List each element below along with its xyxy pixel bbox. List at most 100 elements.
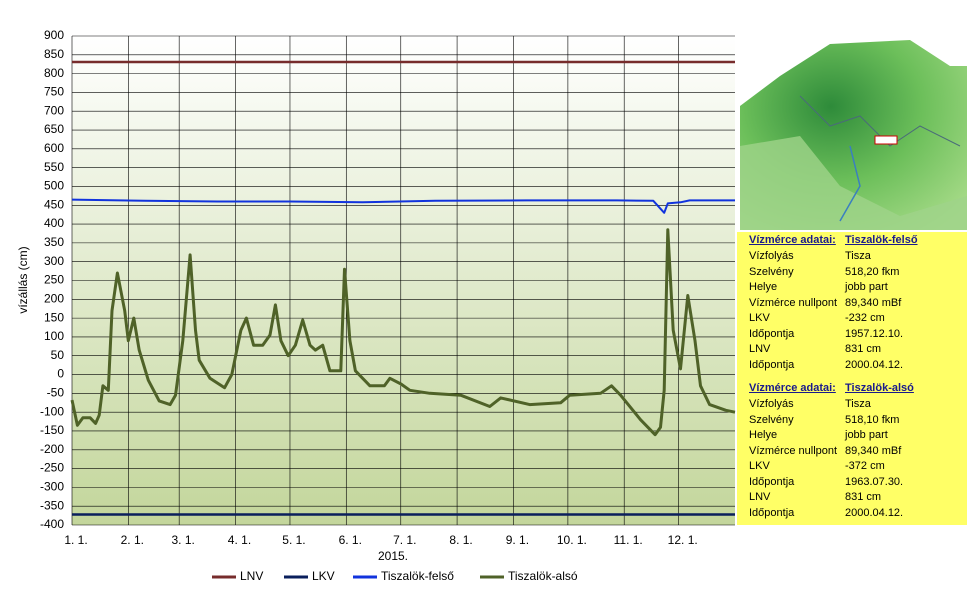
info-row: Vízfolyás Tisza <box>749 250 964 265</box>
x-tick-label: 10. 1. <box>557 533 587 547</box>
info-text: Helye <box>749 429 778 441</box>
y-tick-label: -350 <box>40 498 64 512</box>
info-text: 2000.04.12. <box>845 358 904 371</box>
info-text: Vízfolyás <box>749 250 794 262</box>
info-row: Időpontja 2000.04.12. <box>749 359 964 374</box>
y-tick-label: -200 <box>40 442 64 456</box>
info-text: Vízmérce adatai: <box>749 382 836 394</box>
info-text: Vízmérce nullpont <box>749 296 838 309</box>
info-row: LKV -372 cm <box>749 460 964 475</box>
info-text: Vízmérce nullpont <box>749 444 838 457</box>
x-tick-label: 12. 1. <box>668 533 698 547</box>
info-row: Helye jobb part <box>749 281 964 296</box>
y-tick-label: 200 <box>44 291 64 305</box>
info-row: Időpontja 2000.04.12. <box>749 507 964 522</box>
info-row: LNV 831 cm <box>749 343 964 358</box>
y-tick-label: 400 <box>44 216 64 230</box>
y-tick-label: 850 <box>44 47 64 61</box>
info-text: Tisza <box>845 398 871 410</box>
x-tick-label: 7. 1. <box>393 533 416 547</box>
x-tick-label: 4. 1. <box>228 533 251 547</box>
info-text: 2000.04.12. <box>845 506 904 519</box>
info-text: 518,20 fkm <box>845 265 900 278</box>
series-line <box>70 228 736 437</box>
info-text: Szelvény <box>749 265 794 278</box>
info-row: Vízmérce adatai: Tiszalök-felső <box>749 234 964 249</box>
info-row: Vízmérce adatai: Tiszalök-alsó <box>749 382 964 397</box>
x-axis-label: 2015. <box>378 549 408 563</box>
y-tick-label: 250 <box>44 273 64 287</box>
info-text: LKV <box>749 312 770 324</box>
x-tick-label: 1. 1. <box>64 533 87 547</box>
info-text: 89,340 mBf <box>845 444 902 457</box>
y-tick-label: -250 <box>40 461 64 475</box>
info-text: -232 cm <box>845 312 885 324</box>
y-tick-label: 750 <box>44 85 64 99</box>
legend-label: Tiszalök-alsó <box>508 569 578 583</box>
series-line <box>71 198 735 214</box>
x-tick-label: 11. 1. <box>614 533 643 547</box>
y-tick-label: 700 <box>44 103 64 117</box>
info-text: Vízfolyás <box>749 398 794 410</box>
info-text: 1957.12.10. <box>845 327 904 340</box>
info-text: LKV <box>749 460 770 472</box>
x-tick-label: 5. 1. <box>282 533 305 547</box>
y-tick-label: -300 <box>40 480 64 494</box>
y-tick-label: 550 <box>44 160 64 174</box>
info-text: LNV <box>749 343 771 355</box>
info-text: -372 cm <box>845 460 885 472</box>
y-tick-label: 500 <box>44 179 64 193</box>
y-tick-label: 50 <box>51 348 65 362</box>
info-text: jobb part <box>845 429 888 441</box>
info-row: Szelvény 518,20 fkm <box>749 266 964 281</box>
y-tick-label: 600 <box>44 141 64 155</box>
info-text: jobb part <box>845 281 888 293</box>
info-row: LKV -232 cm <box>749 312 964 327</box>
info-text: Időpontja <box>749 506 795 519</box>
x-tick-label: 3. 1. <box>171 533 194 547</box>
info-text: Vízmérce adatai: <box>749 234 836 246</box>
info-text: Szelvény <box>749 413 794 426</box>
y-tick-label: -100 <box>40 404 64 418</box>
info-text: Tiszalök-alsó <box>845 382 914 394</box>
info-row: LNV 831 cm <box>749 491 964 506</box>
y-tick-label: -50 <box>47 386 65 400</box>
legend-label: LNV <box>240 569 263 583</box>
info-text: Tiszalök-felső <box>845 234 918 246</box>
info-row: Szelvény 518,10 fkm <box>749 414 964 429</box>
info-text: Időpontja <box>749 475 795 488</box>
info-panel: Vízmérce adatai: Tiszalök-felső Vízfolyás T… <box>737 232 967 525</box>
y-tick-label: 300 <box>44 254 64 268</box>
info-row: Vízfolyás Tisza <box>749 398 964 413</box>
info-text: Időpontja <box>749 327 795 340</box>
info-text: Időpontja <box>749 358 795 371</box>
x-tick-label: 8. 1. <box>449 533 472 547</box>
info-text: Helye <box>749 281 778 293</box>
y-tick-label: 900 <box>44 28 64 42</box>
info-row: Helye jobb part <box>749 429 964 444</box>
x-tick-label: 9. 1. <box>506 533 529 547</box>
info-text: LNV <box>749 491 771 503</box>
y-axis-label: vízállás (cm) <box>16 246 30 313</box>
y-tick-label: 450 <box>44 197 64 211</box>
x-tick-label: 2. 1. <box>121 533 144 547</box>
y-tick-label: 0 <box>57 367 64 381</box>
info-text: 831 cm <box>845 343 882 355</box>
info-row: Időpontja 1957.12.10. <box>749 328 964 343</box>
info-row: Vízmérce nullpont 89,340 mBf <box>749 445 964 460</box>
info-text: 831 cm <box>845 491 882 503</box>
chart: vízállás (cm) 2015. 900 850 800 750 700 650 60… <box>16 28 736 583</box>
map <box>740 36 967 230</box>
y-tick-label: 800 <box>44 66 64 80</box>
y-tick-label: 100 <box>44 329 64 343</box>
legend-label: LKV <box>312 569 335 583</box>
info-row: Vízmérce nullpont 89,340 mBf <box>749 297 964 312</box>
y-tick-label: -400 <box>40 517 64 531</box>
info-text: 89,340 mBf <box>845 296 902 309</box>
x-tick-label: 6. 1. <box>339 533 362 547</box>
y-tick-label: 350 <box>44 235 64 249</box>
y-tick-label: 150 <box>44 310 64 324</box>
info-text: 1963.07.30. <box>845 475 904 488</box>
info-row: Időpontja 1963.07.30. <box>749 476 964 491</box>
